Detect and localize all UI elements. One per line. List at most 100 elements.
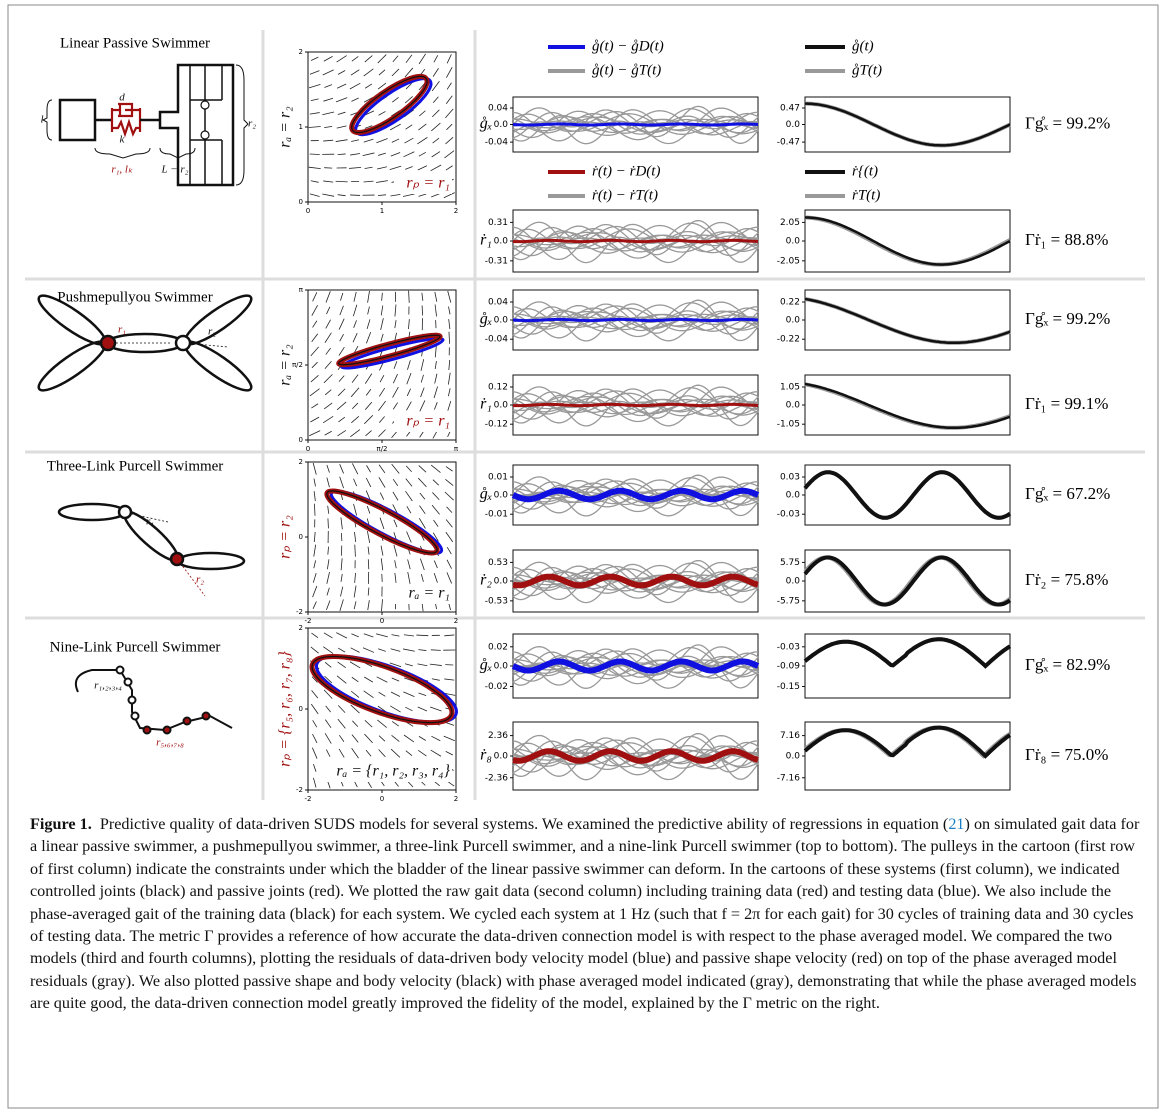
quiver-arrow [328, 518, 329, 528]
x-tick-label: 0 [380, 617, 384, 625]
x-tick-label: 1 [380, 207, 384, 215]
cartoon-label: r₂ [208, 326, 216, 338]
compare-axes [805, 210, 1010, 272]
y-tick-label: 2 [299, 624, 303, 632]
quiver-arrow [310, 154, 320, 155]
x-tick-label: 2 [454, 795, 458, 803]
gamma-metric: Γg̊ₓ = 99.2% [1025, 113, 1110, 132]
y-tick-label: -0.47 [777, 138, 800, 148]
legend-label: g̊(t) − g̊D(t) [592, 38, 664, 54]
row-title: Nine-Link Purcell Swimmer [50, 639, 221, 655]
y-tick-label: 0.0 [786, 577, 801, 587]
phase-inset-label: rₐ = r₁ [409, 585, 451, 602]
y-tick-label: -2.36 [485, 773, 509, 783]
y-tick-label: -0.15 [777, 682, 800, 692]
y-tick-label: 0.04 [488, 104, 508, 114]
y-tick-label: -2 [296, 786, 303, 794]
y-tick-label: -5.75 [777, 596, 800, 606]
y-tick-label: 5.75 [780, 558, 800, 568]
y-tick-label: 0.0 [494, 752, 509, 762]
quiver-arrow [368, 559, 369, 569]
caption-ref[interactable]: 21 [948, 815, 964, 833]
phase-inset-label: rₚ = r₁ [406, 175, 450, 192]
phase-inset-label: rₚ = r₁ [406, 413, 450, 430]
y-tick-label: -0.22 [777, 335, 800, 345]
y-tick-label: 0.12 [488, 383, 508, 393]
y-tick-label: -0.01 [485, 510, 508, 520]
y-tick-label: -0.09 [777, 662, 801, 672]
y-tick-label: 0 [299, 436, 303, 444]
y-tick-label: 2.36 [488, 731, 508, 741]
legend-label: g̊(t) − g̊T(t) [592, 62, 661, 78]
cartoon-label: r₅,₆,₇,₈ [156, 737, 184, 749]
legend-label: ṙ{(t) [852, 163, 878, 179]
y-tick-label: -0.04 [485, 138, 509, 148]
y-tick-label: π [299, 286, 304, 294]
x-tick-label: 0 [306, 207, 310, 215]
y-tick-label: 2 [299, 458, 303, 466]
cartoon-label: l [40, 114, 43, 126]
x-tick-label: 2 [454, 617, 458, 625]
panel-y-label: ṙ₁ [480, 396, 492, 413]
legend-label: g̊(t) [852, 38, 874, 54]
gamma-metric: Γg̊ₓ = 82.9% [1025, 655, 1110, 674]
x-tick-label: 0 [306, 445, 310, 453]
panel-y-label: ṙ₂ [480, 572, 492, 589]
y-tick-label: -1.05 [777, 420, 800, 430]
y-tick-label: -0.53 [485, 596, 508, 606]
caption: Figure 1. Predictive quality of data-dri… [30, 813, 1142, 1015]
legend-label: ṙ(t) − ṙT(t) [592, 187, 658, 203]
panel-y-label: g̊ₓ [480, 657, 493, 674]
gamma-metric: Γṙ₈ = 75.0% [1025, 745, 1108, 764]
y-tick-label: -2.05 [777, 256, 800, 266]
phase-y-label: rₐ = r₂ [277, 344, 294, 386]
x-tick-label: π/2 [376, 445, 387, 453]
phase-inset-label: rₐ = {r₁, r₂, r₃, r₄} [336, 763, 450, 780]
y-tick-label: 0.22 [780, 298, 800, 308]
gamma-metric: Γṙ₂ = 75.8% [1025, 570, 1108, 589]
row-title: Linear Passive Swimmer [60, 35, 210, 51]
cartoon-label: r₁, lₖ [111, 164, 133, 176]
y-tick-label: -0.12 [485, 420, 508, 430]
cartoon-label: r₁,₂,₃,₄ [94, 680, 122, 692]
y-tick-label: 0.0 [786, 752, 801, 762]
y-tick-label: 0.0 [786, 237, 801, 247]
y-tick-label: 2 [299, 48, 303, 56]
cartoon-label: r₁ [146, 516, 154, 528]
x-tick-label: 2 [454, 207, 458, 215]
caption-text: ) on simulated gait data for a linear pa… [30, 815, 1139, 1012]
y-tick-label: -2 [296, 608, 303, 616]
residual-model [513, 240, 758, 241]
cartoon-label: L − r₂ [161, 164, 189, 176]
y-tick-label: 0.04 [488, 298, 508, 308]
y-tick-label: -0.03 [777, 510, 800, 520]
row-title: Three-Link Purcell Swimmer [47, 458, 224, 474]
x-tick-label: -2 [305, 617, 312, 625]
cartoon-label: d [119, 92, 125, 104]
x-tick-label: -2 [305, 795, 312, 803]
legend-label: ṙ(t) − ṙD(t) [592, 163, 660, 179]
cartoon-label: r₂ [196, 574, 204, 586]
compare-axes [805, 97, 1010, 152]
panel-y-label: ṙ₁ [480, 232, 492, 249]
caption-label: Figure 1. [30, 815, 92, 833]
cartoon-label: r₁ [118, 324, 126, 336]
y-tick-label: 0.0 [494, 662, 509, 672]
y-tick-label: 0.47 [780, 104, 800, 114]
y-tick-label: 0.0 [494, 577, 509, 587]
y-tick-label: 0.0 [786, 401, 801, 411]
y-tick-label: 0 [299, 198, 303, 206]
y-tick-label: 0.0 [494, 401, 509, 411]
quiver-arrow [422, 305, 423, 315]
quiver-arrow [350, 195, 360, 196]
residual-model [513, 404, 758, 405]
cartoon-nine-link [76, 667, 232, 734]
y-tick-label: 0.0 [494, 120, 509, 130]
y-tick-label: 0.0 [786, 316, 801, 326]
gamma-metric: Γg̊ₓ = 99.2% [1025, 309, 1110, 328]
gamma-metric: Γṙ₁ = 99.1% [1025, 394, 1108, 413]
panel-y-label: g̊ₓ [480, 115, 493, 132]
y-tick-label: -0.03 [777, 642, 800, 652]
legend-label: g̊T(t) [852, 62, 882, 78]
gamma-metric: Γṙ₁ = 88.8% [1025, 230, 1108, 249]
